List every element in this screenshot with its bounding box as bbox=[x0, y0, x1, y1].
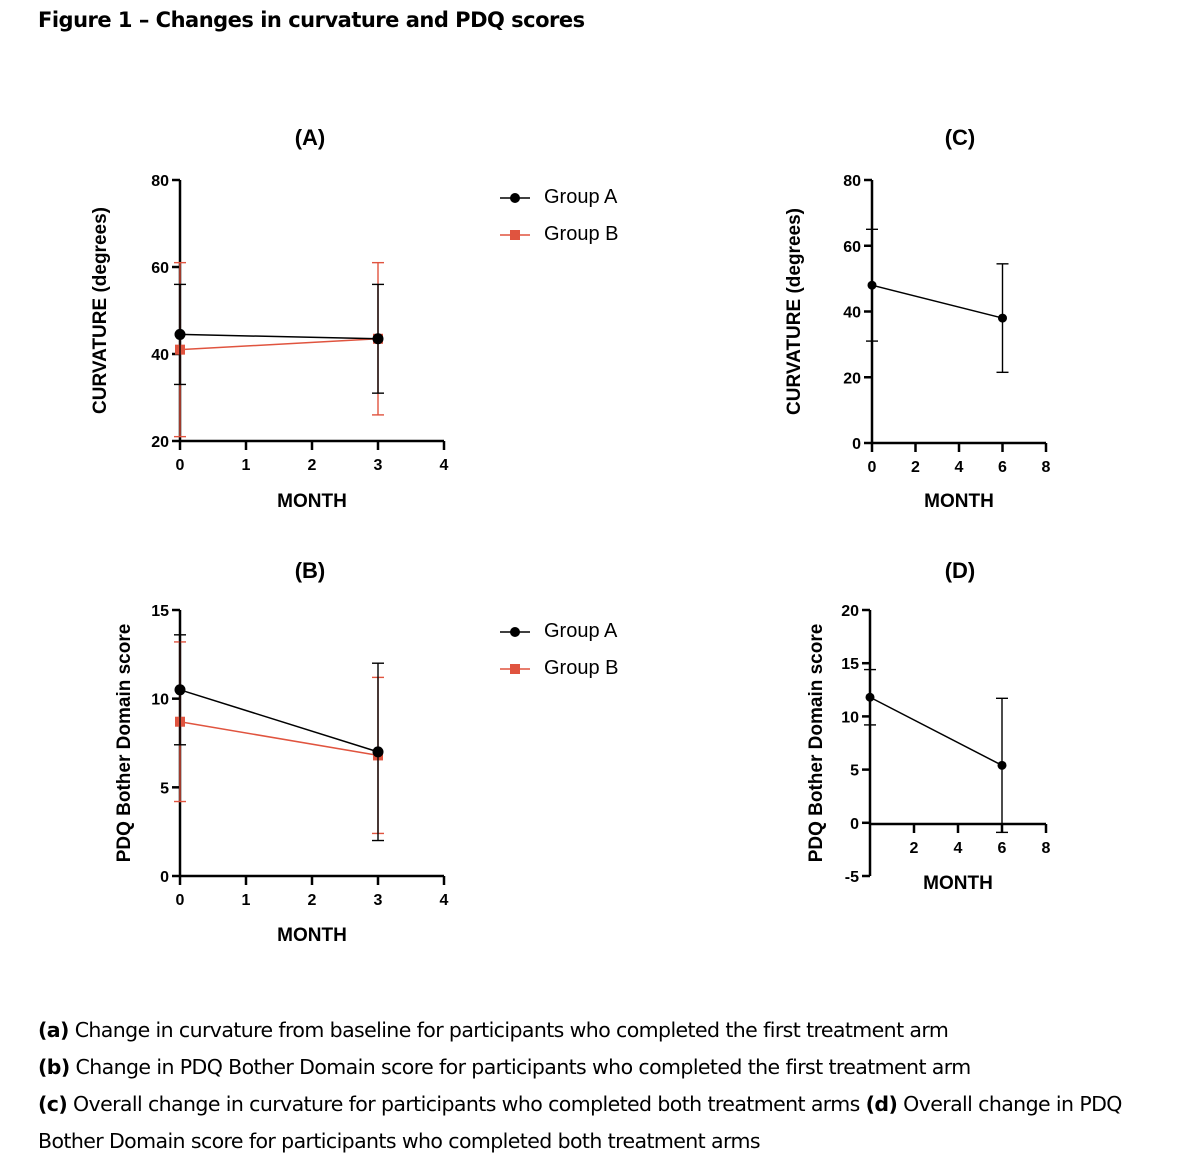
caption-line-a: (a) Change in curvature from baseline fo… bbox=[38, 1018, 949, 1042]
y-tick-label: 60 bbox=[843, 239, 861, 256]
legend-item-group-a: Group A bbox=[500, 179, 618, 216]
x-tick-label: 8 bbox=[1042, 840, 1051, 857]
series-all-participants bbox=[866, 228, 1009, 374]
x-tick-label: 2 bbox=[911, 459, 920, 476]
y-axis-label: PDQ Bother Domain score bbox=[806, 624, 827, 863]
panel-d: (D) -5 0 5 10 15 20 2 4 6 8 MONTH PDQ Bother Domain … bbox=[806, 558, 1051, 894]
panel-title: (A) bbox=[295, 125, 326, 150]
panel-a: (A) 20 40 60 80 0 1 2 3 4 MONTH CURVATURE (degrees) bbox=[90, 125, 449, 512]
x-tick-label: 4 bbox=[440, 892, 449, 909]
x-tick-label: 4 bbox=[954, 840, 963, 857]
y-tick-label: 10 bbox=[841, 709, 859, 726]
circle-marker-icon bbox=[500, 192, 530, 203]
y-tick-label: 40 bbox=[151, 347, 169, 364]
y-tick-label: 15 bbox=[151, 603, 169, 620]
panel-title: (D) bbox=[945, 558, 976, 583]
y-tick-label: 0 bbox=[160, 869, 169, 886]
square-marker-icon bbox=[500, 663, 530, 674]
series-all-participants bbox=[864, 668, 1008, 834]
data-point bbox=[867, 280, 877, 290]
x-tick-label: 2 bbox=[308, 457, 317, 474]
x-tick-label: 2 bbox=[910, 840, 919, 857]
legend-item-group-b: Group B bbox=[500, 216, 618, 253]
series-line bbox=[179, 333, 379, 340]
data-point bbox=[998, 313, 1007, 323]
y-tick-label: 40 bbox=[843, 305, 861, 322]
y-axis-label: CURVATURE (degrees) bbox=[90, 207, 111, 414]
caption-line-cd: (c) Overall change in curvature for part… bbox=[38, 1092, 1122, 1153]
data-point bbox=[174, 328, 186, 340]
y-tick-label: 10 bbox=[151, 692, 169, 709]
series-line bbox=[179, 689, 379, 753]
x-tick-label: 3 bbox=[374, 457, 383, 474]
x-axis-label: MONTH bbox=[277, 925, 347, 946]
figure-caption: (a) Change in curvature from baseline fo… bbox=[38, 1012, 1168, 1160]
figure-title: Figure 1 – Changes in curvature and PDQ … bbox=[38, 8, 585, 32]
legend-a: Group A Group B bbox=[500, 179, 618, 253]
y-tick-label: 15 bbox=[841, 656, 859, 673]
series-group-b bbox=[174, 261, 384, 438]
square-marker-icon bbox=[500, 229, 530, 240]
data-point bbox=[372, 746, 384, 758]
legend-label: Group A bbox=[544, 186, 618, 208]
y-axis-label: PDQ Bother Domain score bbox=[114, 624, 135, 863]
x-axis-label: MONTH bbox=[923, 873, 993, 894]
x-tick-label: 1 bbox=[242, 457, 251, 474]
series-line bbox=[871, 284, 1003, 319]
legend-item-group-b: Group B bbox=[500, 650, 618, 687]
x-tick-label: 2 bbox=[308, 892, 317, 909]
y-tick-label: 20 bbox=[841, 603, 859, 620]
data-point bbox=[997, 760, 1007, 770]
circle-marker-icon bbox=[500, 626, 530, 637]
y-tick-label: 80 bbox=[151, 173, 169, 190]
panel-b: (B) 0 5 10 15 0 1 2 3 4 MONTH PDQ Bother Domain sco… bbox=[114, 558, 449, 946]
data-point bbox=[372, 333, 384, 345]
y-tick-label: 20 bbox=[843, 370, 861, 387]
series-group-a bbox=[174, 634, 384, 842]
x-tick-label: 1 bbox=[242, 892, 251, 909]
legend-label: Group B bbox=[544, 223, 619, 245]
x-tick-label: 4 bbox=[955, 459, 964, 476]
panel-title: (B) bbox=[295, 558, 326, 583]
y-tick-label: -5 bbox=[845, 869, 859, 886]
series-group-a bbox=[174, 283, 384, 394]
data-point bbox=[865, 692, 875, 702]
series-line bbox=[869, 696, 1003, 767]
y-tick-label: 60 bbox=[151, 260, 169, 277]
y-tick-label: 5 bbox=[850, 763, 859, 780]
series-group-b bbox=[174, 641, 384, 835]
x-tick-label: 0 bbox=[176, 892, 185, 909]
panel-c: (C) 0 20 40 60 80 0 2 4 6 8 MONTH CURVATURE (degrees… bbox=[784, 125, 1051, 512]
x-axis-label: MONTH bbox=[924, 491, 994, 512]
x-tick-label: 6 bbox=[998, 840, 1007, 857]
data-point bbox=[174, 684, 186, 696]
x-tick-label: 8 bbox=[1042, 459, 1051, 476]
y-tick-label: 0 bbox=[850, 816, 859, 833]
y-tick-label: 5 bbox=[160, 780, 169, 797]
y-tick-label: 0 bbox=[852, 436, 861, 453]
legend-item-group-a: Group A bbox=[500, 613, 618, 650]
x-tick-label: 6 bbox=[998, 459, 1007, 476]
panel-title: (C) bbox=[945, 125, 976, 150]
x-tick-label: 3 bbox=[374, 892, 383, 909]
caption-line-b: (b) Change in PDQ Bother Domain score fo… bbox=[38, 1055, 971, 1079]
x-axis-label: MONTH bbox=[277, 491, 347, 512]
y-tick-label: 20 bbox=[151, 434, 169, 451]
series-line bbox=[179, 720, 379, 757]
x-tick-label: 4 bbox=[440, 457, 449, 474]
x-tick-label: 0 bbox=[868, 459, 877, 476]
legend-label: Group B bbox=[544, 657, 619, 679]
y-axis-label: CURVATURE (degrees) bbox=[784, 208, 805, 415]
legend-label: Group A bbox=[544, 620, 618, 642]
series-line bbox=[179, 338, 379, 351]
legend-b: Group A Group B bbox=[500, 613, 618, 687]
y-tick-label: 80 bbox=[843, 173, 861, 190]
x-tick-label: 0 bbox=[176, 457, 185, 474]
